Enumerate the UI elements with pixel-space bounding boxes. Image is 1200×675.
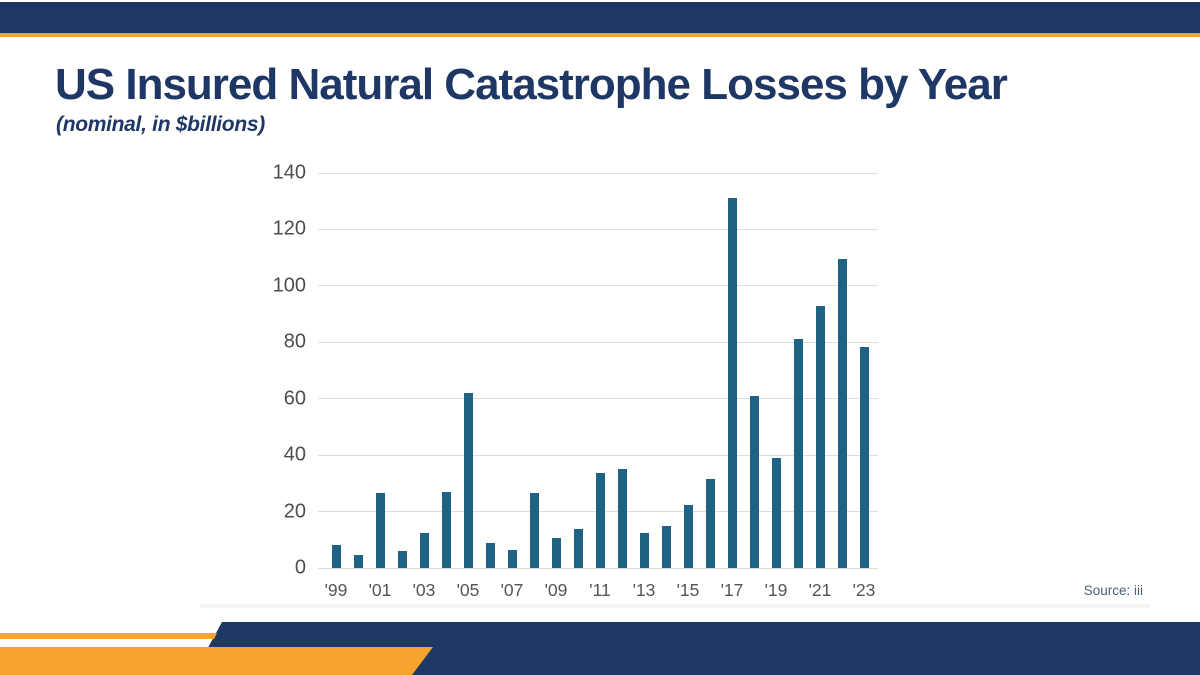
gridline-40: [318, 454, 878, 456]
x-tick-label-2011: '11: [589, 580, 611, 600]
plot-area: [318, 172, 878, 569]
header-bar: [0, 2, 1200, 33]
page-subtitle: (nominal, in $billions): [56, 113, 265, 136]
bar-2006: [485, 542, 495, 568]
bar-2007: [507, 549, 517, 568]
x-tick-label-2015: '15: [676, 580, 700, 600]
y-tick-label-140: 140: [272, 161, 306, 184]
bar-2018: [749, 395, 759, 568]
gridline-120: [318, 228, 878, 230]
x-tick-label-2019: '19: [764, 580, 788, 600]
x-tick-label-2007: '07: [500, 580, 524, 600]
source-note: Source: iii: [1083, 583, 1143, 598]
bar-2000: [353, 555, 363, 568]
y-tick-label-20: 20: [283, 500, 306, 523]
bar-2017: [727, 198, 737, 568]
bar-2014: [661, 525, 671, 568]
bar-2016: [705, 479, 715, 568]
footer-orange-stripe: [0, 633, 217, 639]
bar-1999: [331, 545, 341, 568]
bar-2009: [551, 538, 561, 568]
bar-2021: [815, 305, 825, 568]
bar-2020: [793, 339, 803, 568]
bar-2015: [683, 504, 693, 568]
bar-2008: [529, 493, 539, 568]
gridline-60: [318, 398, 878, 400]
bar-2004: [441, 491, 451, 568]
x-tick-label-2009: '09: [544, 580, 568, 600]
chart-frame-shadow: [200, 604, 1150, 608]
bar-2001: [375, 493, 385, 568]
footer-orange-bar: [0, 647, 433, 675]
page-title: US Insured Natural Catastrophe Losses by…: [55, 60, 1008, 109]
x-tick-label-2003: '03: [412, 580, 436, 600]
y-tick-label-100: 100: [272, 274, 306, 297]
x-tick-label-2021: '21: [808, 580, 832, 600]
y-axis: 0 20 40 60 80 100 120 140: [0, 162, 306, 579]
y-tick-label-60: 60: [283, 387, 306, 410]
header-accent-line: [0, 33, 1200, 37]
y-tick-label-80: 80: [283, 330, 306, 353]
gridline-0: [318, 567, 878, 569]
bar-2010: [573, 528, 583, 568]
gridline-100: [318, 285, 878, 287]
bar-2012: [617, 469, 627, 568]
y-tick-label-120: 120: [272, 217, 306, 240]
x-tick-label-2013: '13: [632, 580, 656, 600]
x-axis: '99 '01 '03 '05 '07 '09 '11 '13 '15 '17 '19 '21 '23: [318, 576, 878, 600]
bar-2022: [837, 259, 847, 568]
y-tick-label-40: 40: [283, 443, 306, 466]
bar-2003: [419, 532, 429, 568]
bar-2002: [397, 551, 407, 568]
bar-2023: [859, 346, 869, 568]
x-tick-label-2023: '23: [852, 580, 876, 600]
gridline-80: [318, 341, 878, 343]
bar-2005: [463, 393, 473, 568]
y-tick-label-0: 0: [294, 556, 306, 579]
gridline-140: [318, 172, 878, 174]
bar-2019: [771, 457, 781, 568]
bar-2013: [639, 532, 649, 568]
bar-2011: [595, 473, 605, 568]
x-tick-label-2017: '17: [720, 580, 744, 600]
x-tick-label-2005: '05: [456, 580, 480, 600]
x-tick-label-1999: '99: [324, 580, 348, 600]
x-tick-label-2001: '01: [368, 580, 392, 600]
